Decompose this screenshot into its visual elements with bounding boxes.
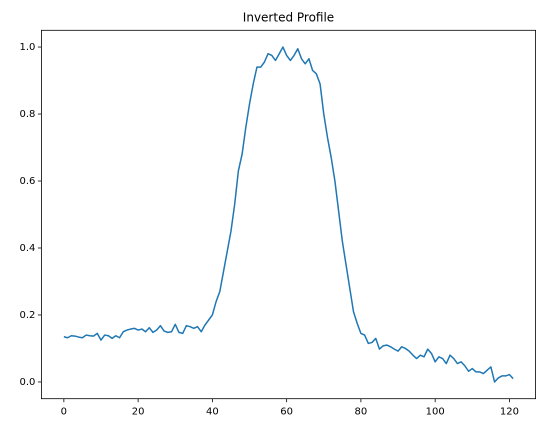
y-tick-label: 0.6 [19, 176, 35, 187]
y-tick-label: 0.2 [19, 310, 35, 321]
chart-title: Inverted Profile [243, 11, 334, 25]
x-tick-label: 40 [206, 407, 219, 418]
x-tick-label: 100 [426, 407, 445, 418]
x-tick-label: 20 [132, 407, 145, 418]
y-tick-label: 0.4 [19, 243, 35, 254]
plot-frame [41, 29, 537, 400]
y-tick-label: 0.0 [19, 377, 35, 388]
x-tick-label: 80 [355, 407, 368, 418]
y-tick-label: 1.0 [19, 42, 35, 53]
x-tick-label: 60 [280, 407, 293, 418]
x-tick-label: 0 [61, 407, 67, 418]
x-tick-label: 120 [500, 407, 519, 418]
y-tick-label: 0.8 [19, 109, 35, 120]
line [63, 46, 514, 383]
